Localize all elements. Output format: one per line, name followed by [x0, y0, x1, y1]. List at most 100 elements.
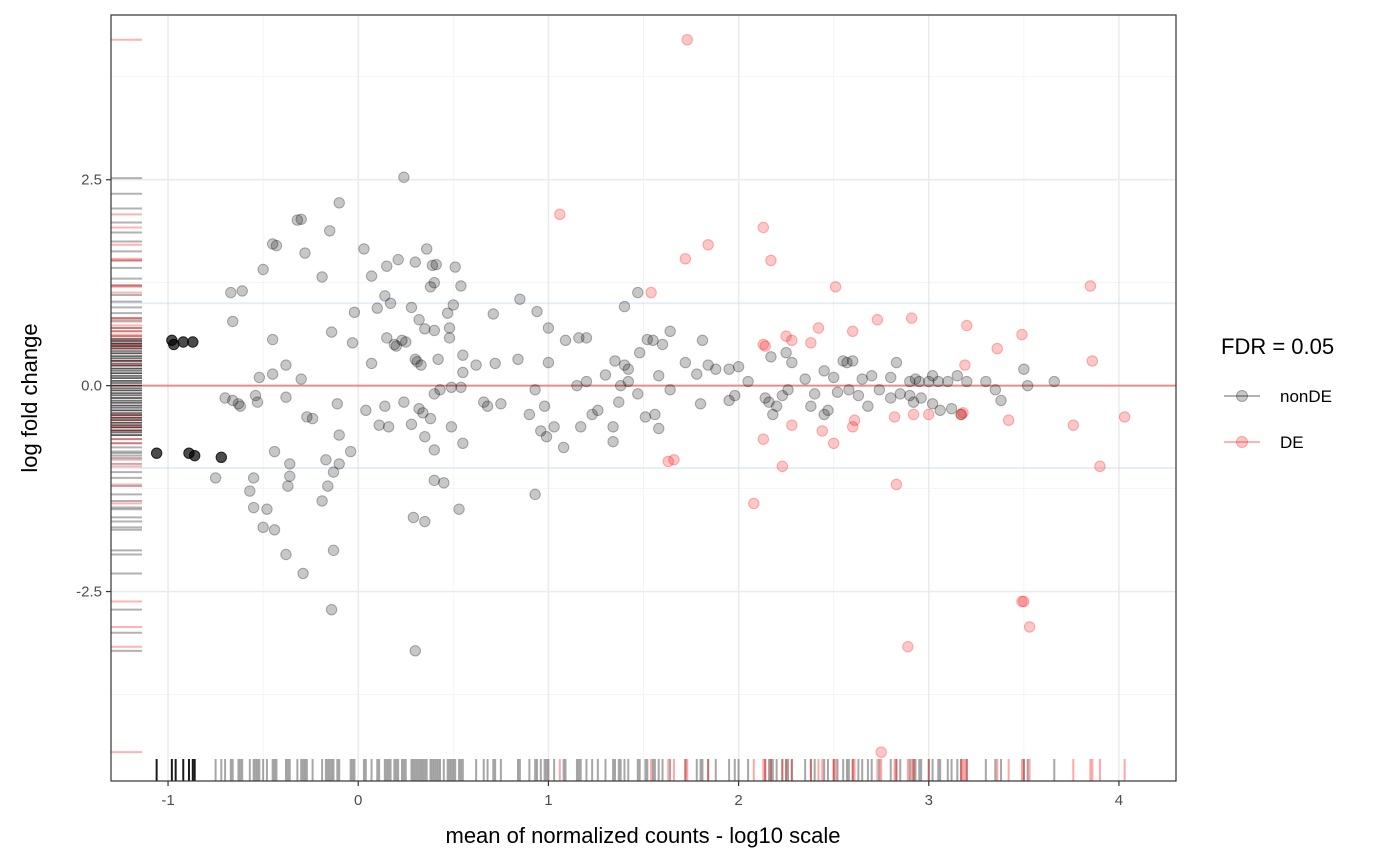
point-de [645, 286, 657, 299]
point-nonde [297, 567, 309, 580]
point-de [748, 497, 760, 510]
point-de [888, 411, 901, 423]
point-nonde [447, 299, 460, 311]
legend-key-de [1224, 436, 1260, 448]
point-nonde [904, 389, 916, 402]
point-nonde [1048, 375, 1060, 388]
point-de [846, 325, 859, 337]
data-points [150, 34, 1131, 758]
point-nonde [331, 398, 344, 410]
point-nonde [961, 375, 973, 388]
point-nonde [346, 337, 359, 349]
point-de [961, 319, 973, 332]
point-nonde [232, 398, 245, 410]
point-nonde [799, 373, 811, 385]
point-nonde [529, 384, 541, 396]
point-nonde [409, 645, 421, 657]
point-de [759, 340, 771, 352]
point-nonde [405, 418, 418, 431]
point-nonde [618, 300, 631, 313]
point-nonde [818, 365, 830, 377]
point-de [757, 433, 770, 445]
point-nonde [723, 363, 735, 375]
point-nonde [381, 260, 393, 272]
point-de [816, 425, 828, 437]
y-tick-label: 0.0 [81, 378, 102, 395]
point-nonde [280, 359, 292, 371]
point-nonde [320, 454, 332, 466]
point-nonde [420, 243, 433, 255]
point-nonde [215, 451, 228, 464]
point-de [812, 322, 825, 334]
point-nonde [780, 346, 792, 359]
point-de [902, 641, 914, 653]
point-nonde [514, 293, 526, 305]
point-nonde [409, 353, 421, 365]
point-nonde [487, 308, 499, 320]
point-nonde [405, 301, 418, 314]
point-nonde [325, 326, 338, 338]
point-nonde [234, 400, 247, 412]
point-nonde [926, 370, 939, 382]
point-nonde [702, 359, 714, 371]
point-de [1016, 328, 1028, 341]
point-nonde [995, 394, 1007, 407]
point-nonde [1021, 379, 1034, 392]
point-nonde [225, 286, 237, 299]
point-nonde [742, 375, 754, 388]
point-de [679, 253, 692, 265]
point-nonde [573, 332, 585, 344]
point-nonde [251, 396, 264, 408]
point-nonde [542, 322, 555, 334]
point-nonde [413, 314, 425, 326]
y-tick-label: 2.5 [81, 172, 102, 189]
point-nonde [647, 334, 659, 347]
point-nonde [989, 384, 1002, 396]
point-nonde [455, 280, 467, 292]
point-nonde [866, 370, 878, 382]
point-nonde [607, 435, 619, 448]
point-nonde [934, 404, 946, 417]
y-axis-ticks: 2.5 0.0 -2.5 [76, 172, 111, 601]
point-nonde [388, 338, 401, 351]
point-nonde [841, 356, 853, 369]
legend-title: FDR = 0.05 [1221, 334, 1334, 359]
point-de [786, 334, 798, 347]
point-de [776, 460, 789, 473]
point-nonde [400, 336, 412, 348]
point-nonde [438, 477, 450, 489]
point-nonde [904, 375, 916, 388]
y-rug [111, 38, 142, 754]
point-nonde [614, 379, 627, 392]
point-nonde [535, 425, 547, 437]
point-nonde [257, 263, 269, 276]
point-nonde [390, 340, 402, 352]
point-nonde [885, 371, 897, 384]
point-nonde [873, 384, 886, 396]
point-nonde [327, 466, 340, 478]
point-nonde [428, 324, 441, 337]
point-nonde [852, 389, 865, 402]
point-nonde [542, 356, 555, 369]
x-axis-ticks: -1 0 1 2 3 4 [161, 781, 1123, 809]
point-nonde [434, 384, 446, 396]
point-nonde [247, 472, 260, 484]
point-nonde [909, 373, 922, 385]
point-nonde [209, 472, 222, 484]
point-nonde [786, 356, 798, 369]
point-nonde [538, 400, 551, 412]
point-de [554, 208, 566, 221]
point-nonde [266, 333, 279, 346]
point-de [907, 408, 920, 421]
point-nonde [168, 338, 180, 351]
point-de [1118, 411, 1131, 423]
point-nonde [227, 315, 239, 328]
point-nonde [409, 256, 421, 268]
point-de [668, 454, 680, 466]
point-nonde [445, 421, 458, 433]
point-nonde [419, 323, 431, 335]
point-nonde [398, 171, 410, 183]
point-nonde [257, 521, 269, 534]
point-de [871, 314, 884, 326]
